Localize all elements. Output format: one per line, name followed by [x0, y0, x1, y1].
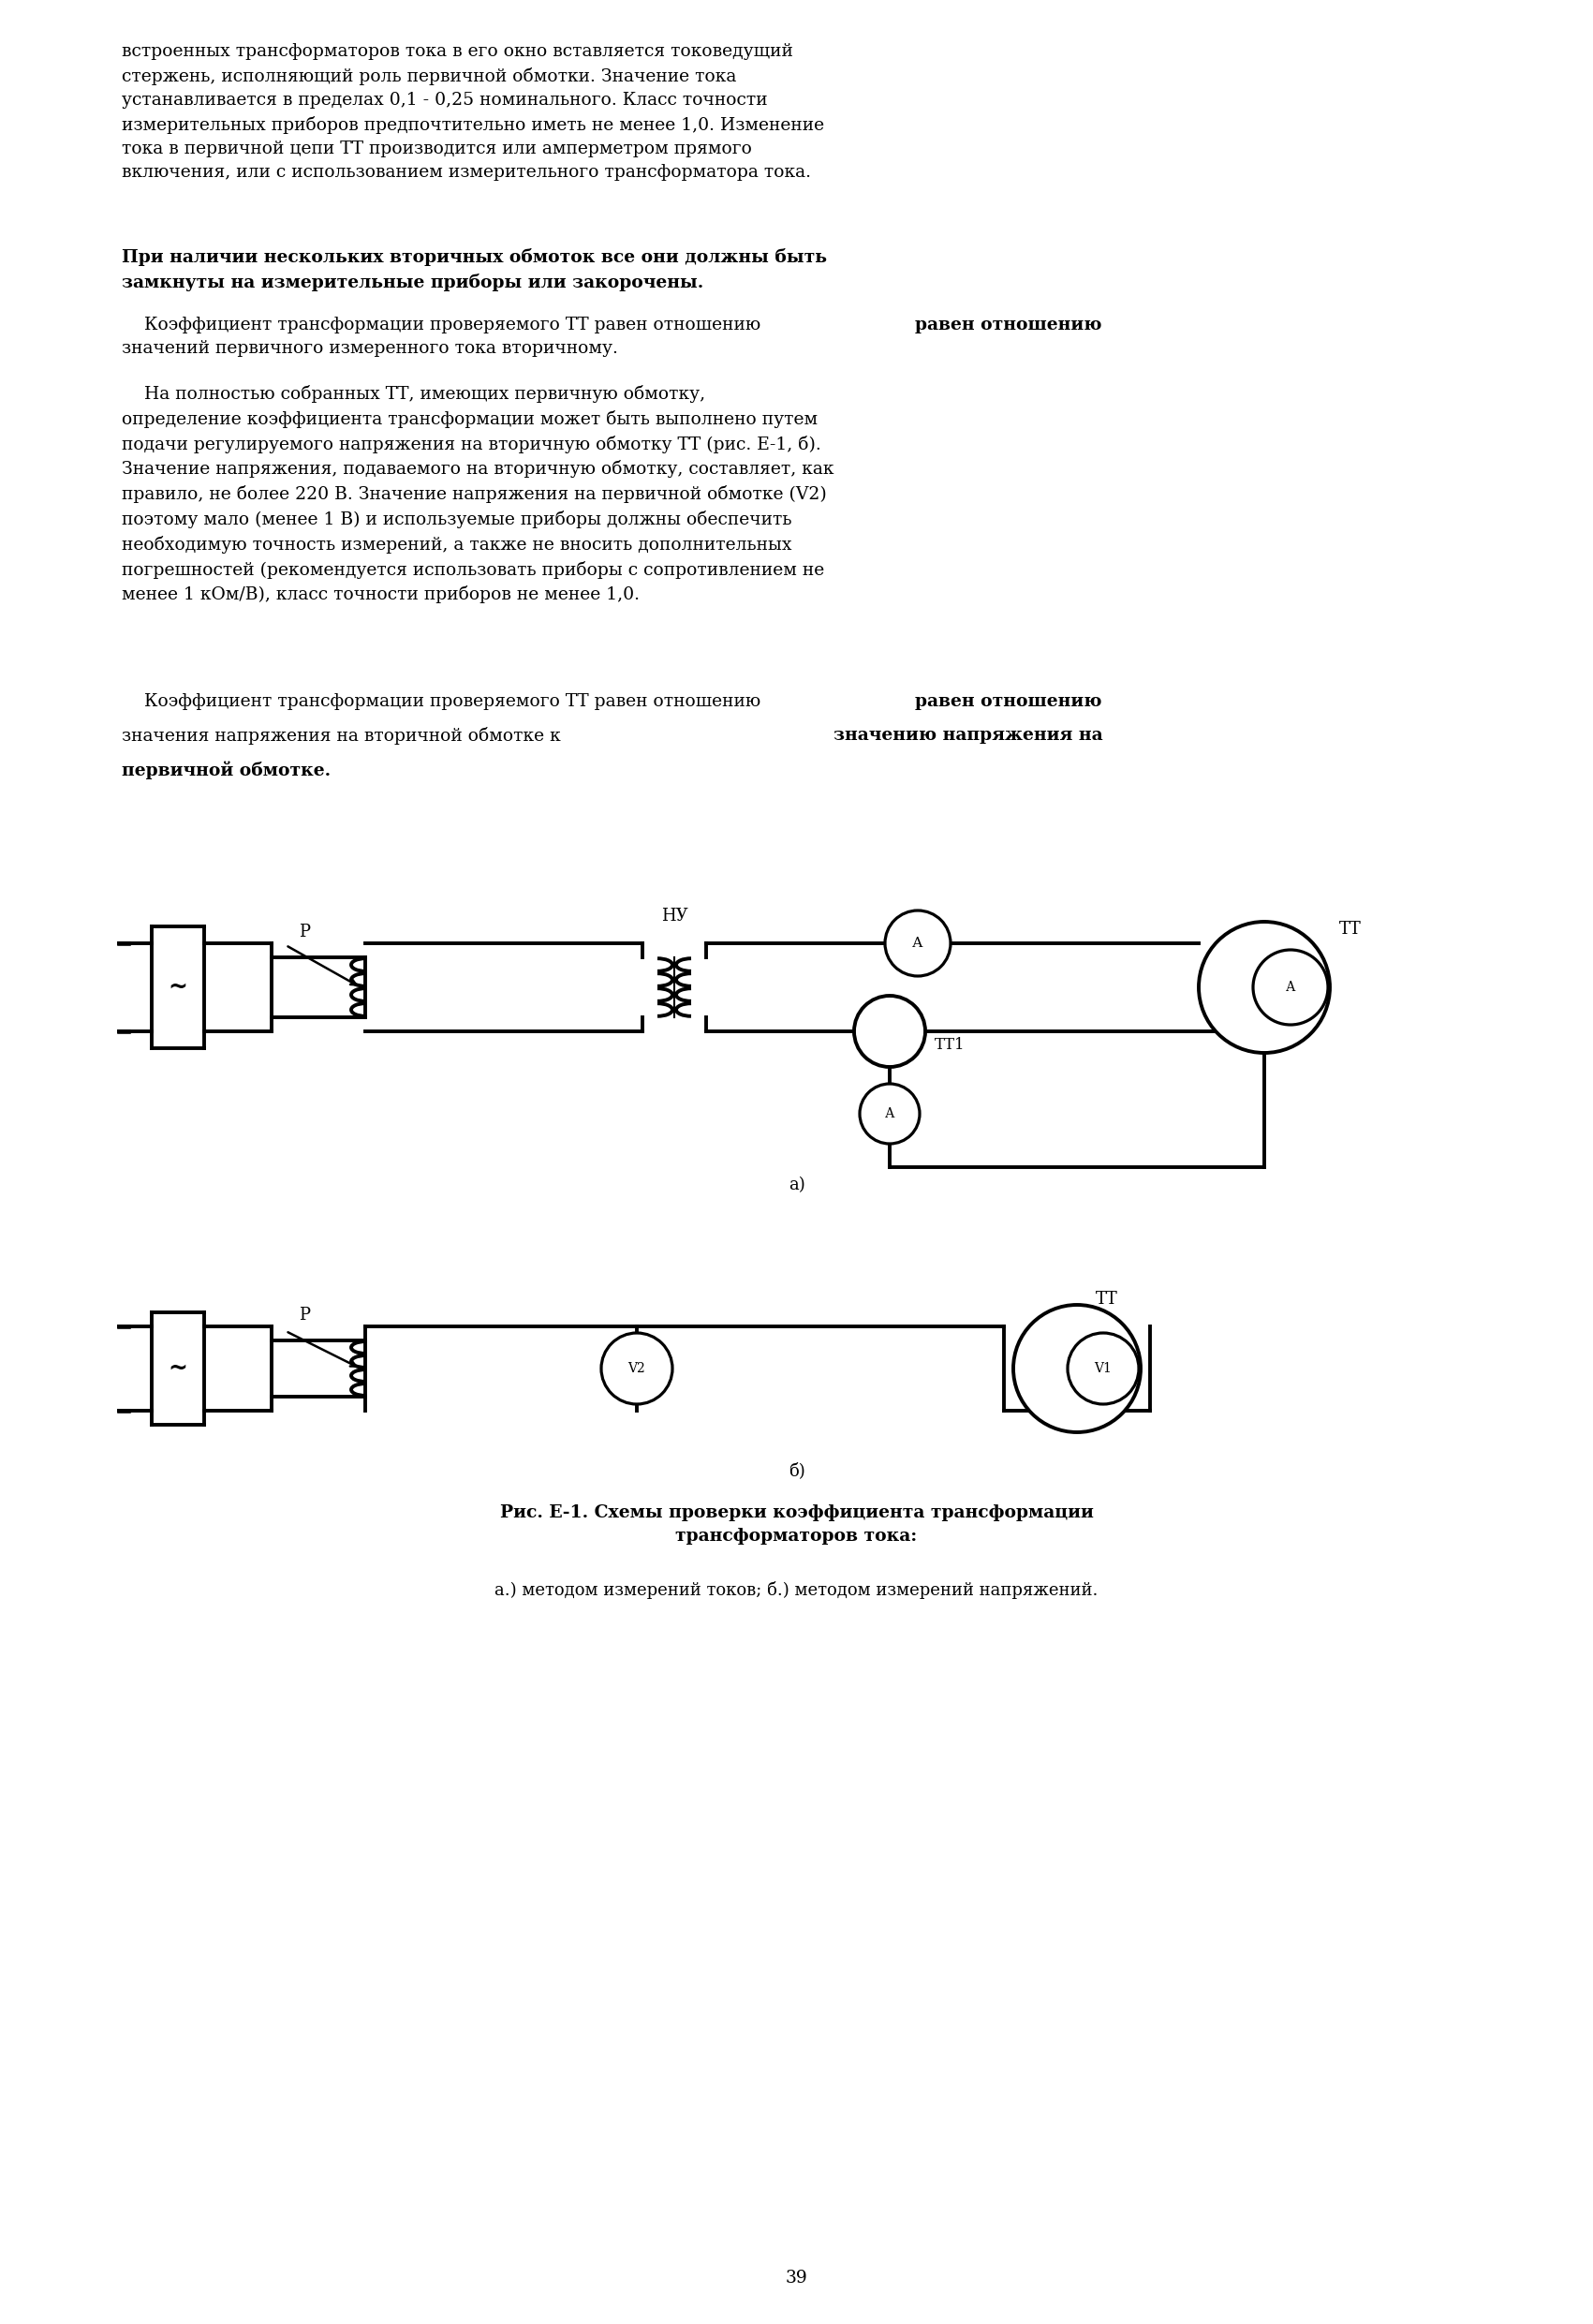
- Circle shape: [1013, 1304, 1141, 1432]
- Text: Р: Р: [299, 1306, 311, 1325]
- Text: равен отношению: равен отношению: [914, 316, 1102, 332]
- Circle shape: [1067, 1334, 1139, 1404]
- Text: Коэффициент трансформации проверяемого ТТ равен отношению: Коэффициент трансформации проверяемого Т…: [121, 693, 761, 709]
- Text: А: А: [1286, 981, 1295, 995]
- Text: А: А: [884, 1106, 895, 1120]
- Text: ~: ~: [169, 1357, 188, 1380]
- Text: Рис. Е-1. Схемы проверки коэффициента трансформации
трансформаторов тока:: Рис. Е-1. Схемы проверки коэффициента тр…: [500, 1504, 1093, 1545]
- Text: встроенных трансформаторов тока в его окно вставляется токоведущий
стержень, исп: встроенных трансформаторов тока в его ок…: [121, 44, 824, 181]
- Text: значения напряжения на вторичной обмотке к: значения напряжения на вторичной обмотке…: [121, 727, 567, 744]
- Text: На полностью собранных ТТ, имеющих первичную обмотку,
определение коэффициента т: На полностью собранных ТТ, имеющих перви…: [121, 386, 835, 604]
- Text: ТТ1: ТТ1: [935, 1037, 965, 1053]
- Text: ТТ: ТТ: [1096, 1290, 1118, 1308]
- Text: ~: ~: [169, 976, 188, 999]
- Text: а.) методом измерений токов; б.) методом измерений напряжений.: а.) методом измерений токов; б.) методом…: [495, 1580, 1098, 1599]
- Text: При наличии нескольких вторичных обмоток все они должны быть
замкнуты на измерит: При наличии нескольких вторичных обмоток…: [121, 249, 827, 290]
- Circle shape: [601, 1334, 672, 1404]
- Circle shape: [854, 995, 926, 1067]
- Text: V2: V2: [628, 1362, 645, 1376]
- Circle shape: [860, 1083, 919, 1143]
- Text: Р: Р: [299, 923, 311, 941]
- Text: а): а): [789, 1176, 804, 1195]
- Text: ТТ: ТТ: [1340, 920, 1362, 937]
- Text: равен отношению: равен отношению: [914, 693, 1102, 709]
- Circle shape: [1198, 923, 1330, 1053]
- Text: V1: V1: [1094, 1362, 1112, 1376]
- Text: первичной обмотке.: первичной обмотке.: [121, 760, 331, 779]
- Text: А: А: [913, 937, 924, 951]
- Text: 39: 39: [785, 2271, 808, 2287]
- Text: Коэффициент трансформации проверяемого ТТ равен отношению
значений первичного из: Коэффициент трансформации проверяемого Т…: [121, 316, 761, 358]
- Circle shape: [1254, 951, 1329, 1025]
- Text: НУ: НУ: [661, 909, 688, 925]
- Circle shape: [886, 911, 951, 976]
- Text: б): б): [789, 1462, 804, 1478]
- Text: значению напряжения на: значению напряжения на: [833, 727, 1102, 744]
